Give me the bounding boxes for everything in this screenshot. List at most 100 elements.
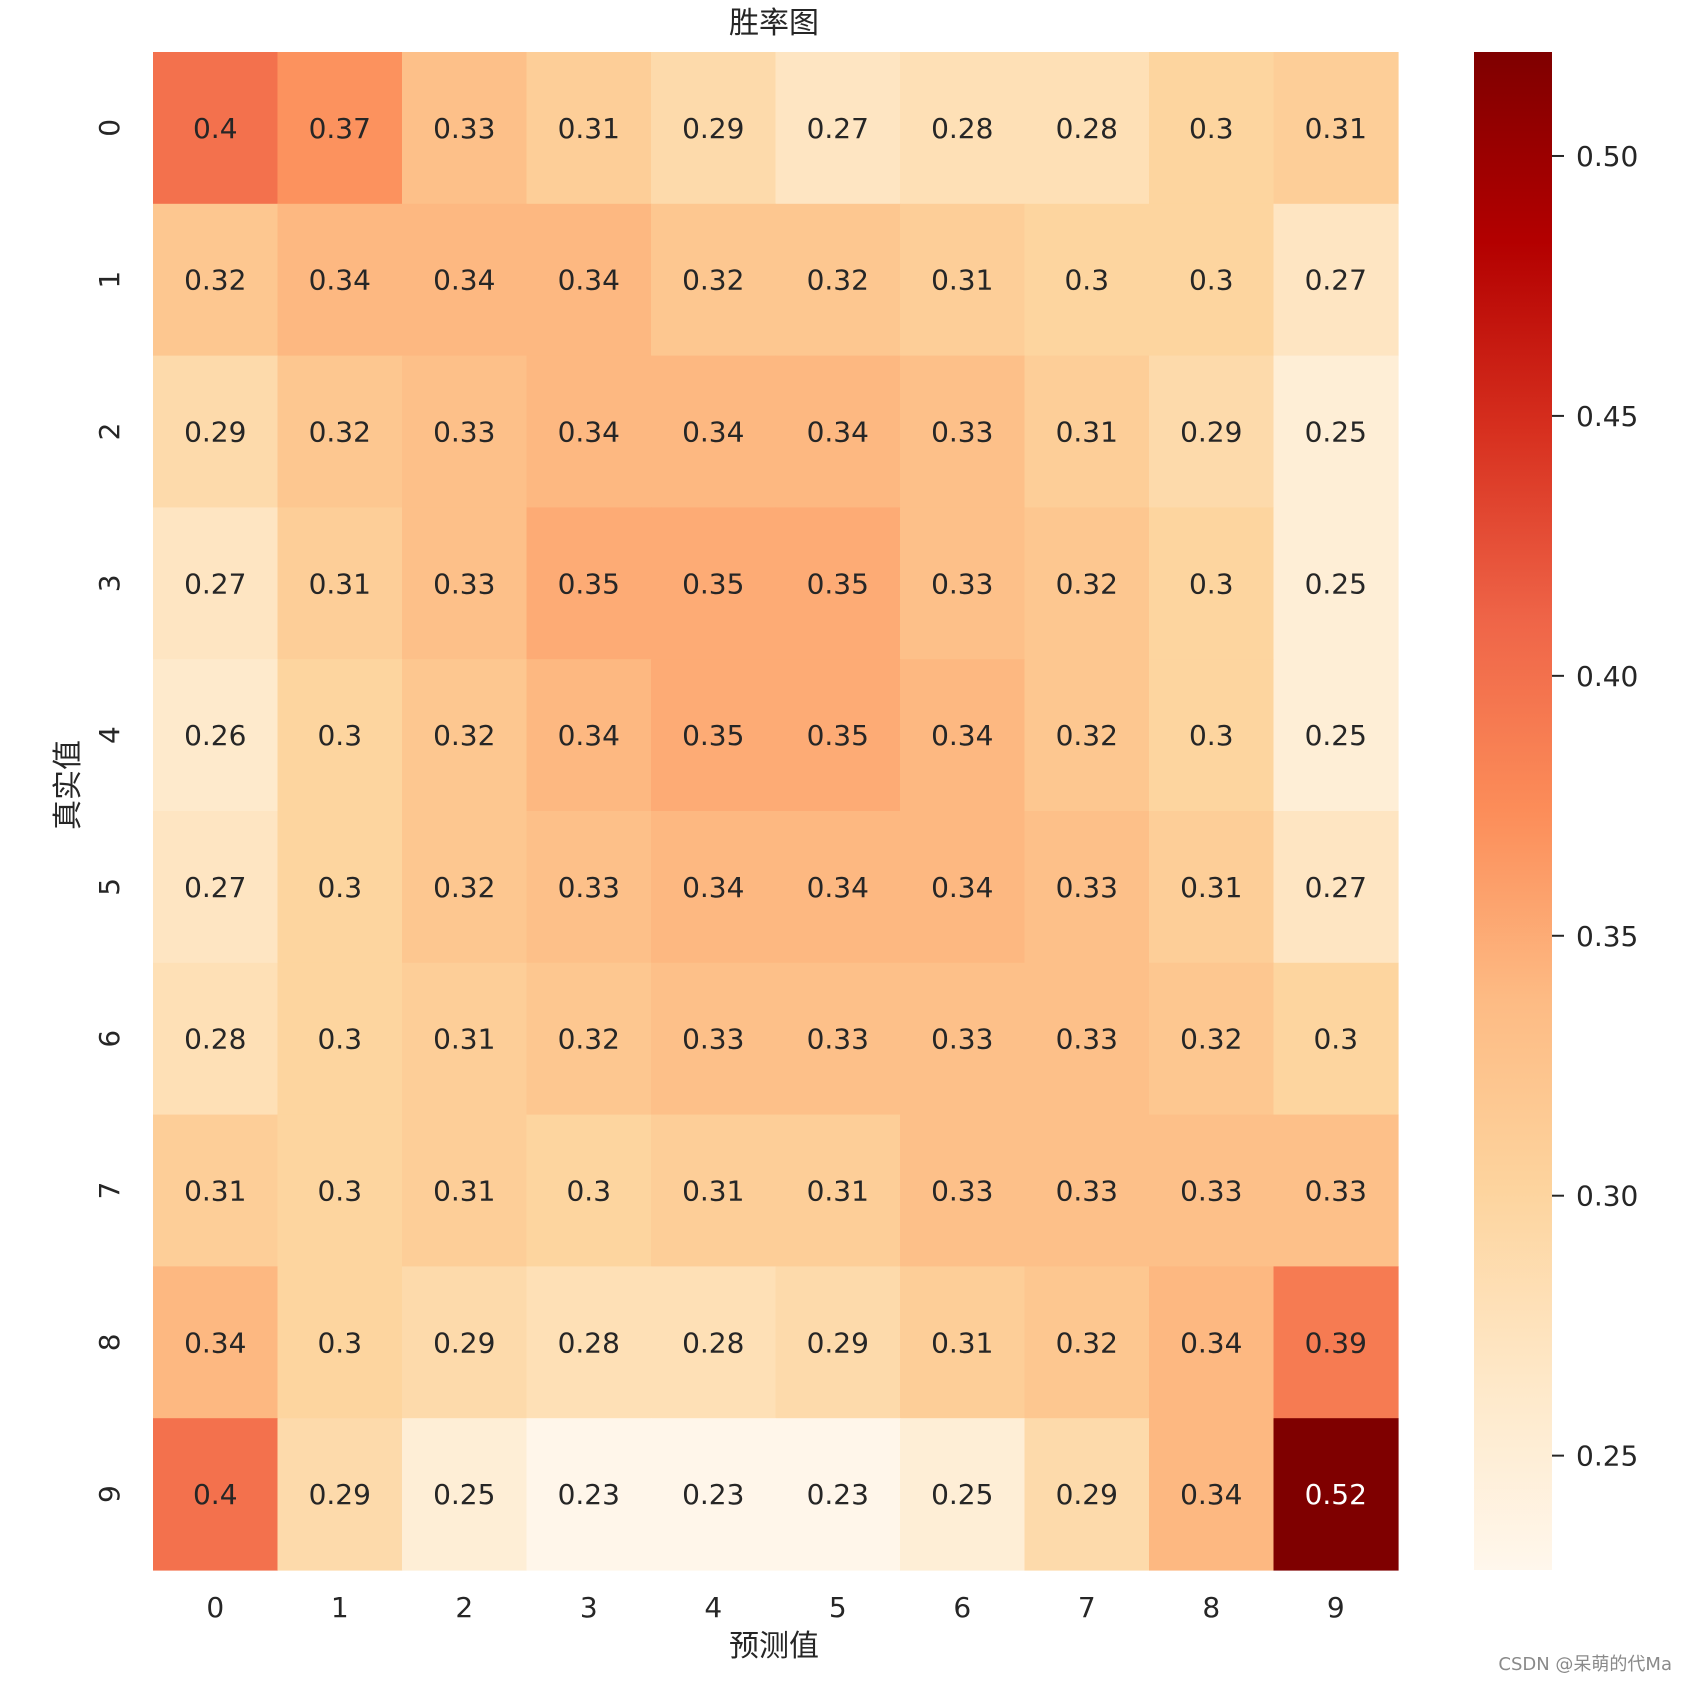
heatmap-cell bbox=[1024, 203, 1150, 357]
cell-value-label: 0.25 bbox=[1305, 567, 1367, 600]
heatmap-cell bbox=[775, 507, 901, 660]
heatmap-cell bbox=[651, 1418, 777, 1571]
cell-value-label: 0.29 bbox=[1180, 416, 1242, 449]
cell-value-label: 0.32 bbox=[184, 264, 246, 297]
cell-value-label: 0.3 bbox=[1189, 719, 1234, 752]
cell-value-label: 0.31 bbox=[1305, 112, 1367, 145]
cell-value-label: 0.23 bbox=[682, 1478, 744, 1511]
heatmap-cell bbox=[651, 1114, 777, 1267]
heatmap-cell bbox=[402, 962, 528, 1116]
cell-value-label: 0.26 bbox=[184, 719, 246, 752]
heatmap-cell bbox=[277, 355, 403, 508]
cell-value-label: 0.27 bbox=[807, 112, 869, 145]
cell-value-label: 0.25 bbox=[1305, 416, 1367, 449]
cell-value-label: 0.28 bbox=[558, 1326, 620, 1359]
heatmap-cell bbox=[1149, 1114, 1275, 1267]
cell-value-label: 0.29 bbox=[309, 1478, 371, 1511]
heatmap-cell bbox=[526, 52, 652, 205]
heatmap-cell bbox=[277, 1114, 403, 1267]
cell-value-label: 0.33 bbox=[558, 871, 620, 904]
heatmap-cell bbox=[900, 1266, 1026, 1419]
heatmap-cell bbox=[153, 659, 279, 812]
cell-value-label: 0.23 bbox=[558, 1478, 620, 1511]
cell-value-label: 0.32 bbox=[1056, 719, 1118, 752]
heatmap-cell bbox=[900, 962, 1026, 1116]
cell-value-label: 0.32 bbox=[1056, 567, 1118, 600]
heatmap-cell bbox=[1024, 811, 1150, 964]
cell-value-label: 0.35 bbox=[807, 567, 869, 600]
cell-value-label: 0.27 bbox=[1305, 871, 1367, 904]
cell-value-label: 0.35 bbox=[682, 719, 744, 752]
cell-value-label: 0.34 bbox=[682, 416, 744, 449]
heatmap-cell bbox=[900, 811, 1026, 964]
heatmap-cell bbox=[900, 659, 1026, 812]
cell-value-label: 0.33 bbox=[1056, 1023, 1118, 1056]
cell-value-label: 0.3 bbox=[317, 719, 362, 752]
cell-value-label: 0.33 bbox=[931, 1023, 993, 1056]
heatmap-cell bbox=[153, 203, 279, 357]
heatmap-cell bbox=[526, 355, 652, 508]
heatmap-cell bbox=[153, 1418, 279, 1571]
heatmap-cell bbox=[526, 962, 652, 1116]
cell-value-label: 0.4 bbox=[193, 112, 238, 145]
cell-value-label: 0.32 bbox=[682, 264, 744, 297]
cell-value-label: 0.32 bbox=[309, 416, 371, 449]
cell-value-label: 0.31 bbox=[433, 1175, 495, 1208]
heatmap-cell bbox=[526, 1418, 652, 1571]
heatmap-cell-labels: 0.4 0.37 0.33 0.31 0.29 0.27 0.28 0.28 0.3 0.31 0.… bbox=[184, 112, 1367, 1511]
heatmap-cell bbox=[402, 507, 528, 660]
heatmap-cell bbox=[153, 355, 279, 508]
x-tick-label: 2 bbox=[455, 1591, 473, 1624]
x-tick-label: 3 bbox=[580, 1591, 598, 1624]
heatmap-cell bbox=[526, 1266, 652, 1419]
heatmap-cell bbox=[1149, 203, 1275, 357]
cell-value-label: 0.31 bbox=[807, 1175, 869, 1208]
heatmap-cell bbox=[900, 203, 1026, 357]
cell-value-label: 0.3 bbox=[317, 1175, 362, 1208]
heatmap-cell bbox=[1024, 507, 1150, 660]
heatmap-cell bbox=[651, 52, 777, 205]
heatmap-cell bbox=[402, 355, 528, 508]
heatmap-cell bbox=[1149, 355, 1275, 508]
cell-value-label: 0.33 bbox=[1056, 871, 1118, 904]
heatmap-cell bbox=[651, 811, 777, 964]
cell-value-label: 0.25 bbox=[433, 1478, 495, 1511]
colorbar-tick-label: 0.25 bbox=[1576, 1440, 1638, 1473]
cell-value-label: 0.31 bbox=[184, 1175, 246, 1208]
cell-value-label: 0.33 bbox=[433, 112, 495, 145]
cell-value-label: 0.23 bbox=[807, 1478, 869, 1511]
heatmap-cell bbox=[651, 507, 777, 660]
x-tick-label: 1 bbox=[331, 1591, 349, 1624]
heatmap-cell bbox=[153, 962, 279, 1116]
cell-value-label: 0.35 bbox=[558, 567, 620, 600]
heatmap-cell bbox=[402, 1266, 528, 1419]
x-tick-label: 5 bbox=[829, 1591, 847, 1624]
cell-value-label: 0.31 bbox=[1056, 416, 1118, 449]
cell-value-label: 0.25 bbox=[931, 1478, 993, 1511]
heatmap-cell bbox=[277, 52, 403, 205]
x-tick-label: 0 bbox=[206, 1591, 224, 1624]
cell-value-label: 0.27 bbox=[184, 567, 246, 600]
heatmap-cell bbox=[651, 355, 777, 508]
cell-value-label: 0.32 bbox=[1056, 1326, 1118, 1359]
heatmap-cell bbox=[775, 1418, 901, 1571]
heatmap-cell bbox=[1024, 355, 1150, 508]
heatmap-cell bbox=[1024, 1114, 1150, 1267]
cell-value-label: 0.34 bbox=[433, 264, 495, 297]
heatmap-cell bbox=[1273, 962, 1399, 1116]
cell-value-label: 0.33 bbox=[433, 567, 495, 600]
x-tick-label: 8 bbox=[1202, 1591, 1220, 1624]
heatmap-cell bbox=[402, 52, 528, 205]
heatmap-cell bbox=[900, 355, 1026, 508]
y-tick-label: 1 bbox=[93, 271, 126, 289]
heatmap-cell bbox=[277, 203, 403, 357]
cell-value-label: 0.39 bbox=[1305, 1326, 1367, 1359]
colorbar-tick-label: 0.30 bbox=[1576, 1180, 1638, 1213]
cell-value-label: 0.27 bbox=[184, 871, 246, 904]
heatmap-cell bbox=[651, 203, 777, 357]
heatmap-cell bbox=[900, 1114, 1026, 1267]
x-tick-label: 7 bbox=[1078, 1591, 1096, 1624]
cell-value-label: 0.3 bbox=[317, 1326, 362, 1359]
heatmap-cell bbox=[1273, 507, 1399, 660]
cell-value-label: 0.33 bbox=[682, 1023, 744, 1056]
